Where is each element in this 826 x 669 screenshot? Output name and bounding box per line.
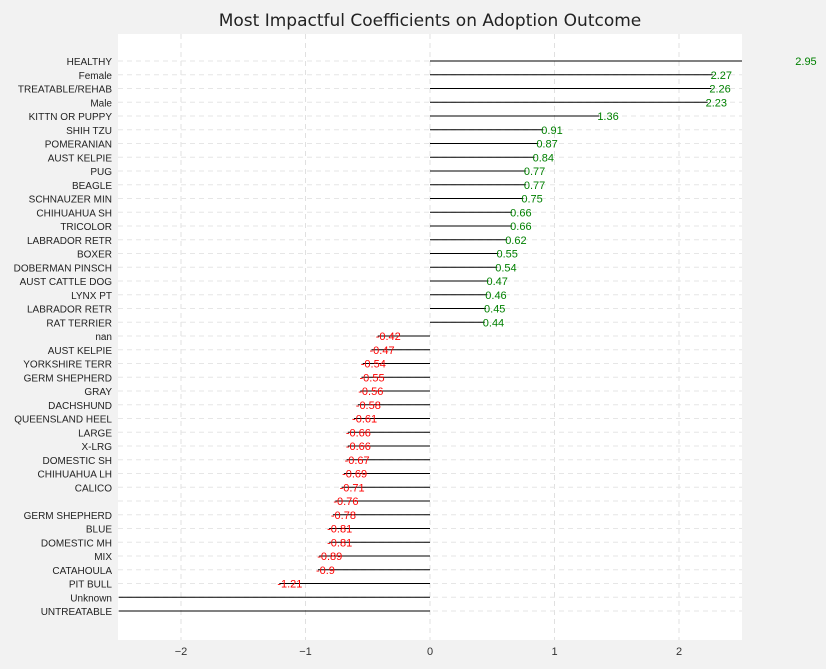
value-label: -0.78	[331, 510, 356, 522]
category-label: TREATABLE/REHAB	[18, 85, 112, 96]
value-label: 2.95	[795, 56, 816, 68]
value-label: 0.46	[485, 290, 506, 302]
value-label: -0.81	[327, 524, 352, 536]
category-label: DOMESTIC SH	[43, 456, 112, 467]
value-label: 0.66	[510, 221, 531, 233]
x-tick-label: 1	[551, 646, 557, 658]
x-tick-label: −1	[299, 646, 312, 658]
category-label: POMERANIAN	[45, 140, 112, 151]
category-label: AUST KELPIE	[48, 346, 113, 357]
category-label: BOXER	[77, 250, 112, 261]
category-label: DACHSHUND	[48, 401, 112, 412]
category-label: QUEENSLAND HEEL	[14, 415, 112, 426]
value-label: 0.77	[524, 180, 545, 192]
value-label: -0.54	[361, 359, 386, 371]
value-label: -0.66	[346, 427, 371, 439]
category-label: X-LRG	[81, 442, 112, 453]
category-label: nan	[95, 332, 112, 343]
chart-title: Most Impactful Coefficients on Adoption …	[219, 11, 642, 31]
category-label: AUST KELPIE	[48, 153, 113, 164]
category-label: LABRADOR RETR	[27, 305, 112, 316]
category-label: LARGE	[78, 428, 112, 439]
x-tick-label: −2	[175, 646, 188, 658]
category-label: HEALTHY	[67, 57, 113, 68]
category-label: Male	[90, 98, 112, 109]
category-label: CALICO	[75, 483, 112, 494]
value-label: -0.89	[317, 551, 342, 563]
category-label: DOBERMAN PINSCH	[14, 263, 112, 274]
value-label: -0.42	[376, 331, 401, 343]
value-label: 0.75	[521, 194, 542, 206]
value-label: 2.23	[706, 97, 727, 109]
category-label: YORKSHIRE TERR	[23, 360, 112, 371]
value-label: -0.67	[345, 455, 370, 467]
category-label: CATAHOULA	[52, 566, 112, 577]
category-label: GERM SHEPHERD	[24, 511, 112, 522]
value-label: -0.71	[340, 482, 365, 494]
category-labels: HEALTHY Female TREATABLE/REHAB Male KITTN OR…	[14, 57, 113, 618]
value-label: 2.26	[709, 84, 730, 96]
value-label: -1.21	[277, 579, 302, 591]
value-label: 0.66	[510, 207, 531, 219]
value-labels: 2.95 2.27 2.262.23 1.36 0.91 0.870.84 0.77 0.77…	[277, 56, 816, 591]
category-label: GRAY	[84, 387, 112, 398]
category-label: LYNX PT	[71, 291, 112, 302]
category-label: Unknown	[70, 593, 112, 604]
category-label: GERM SHEPHERD	[24, 373, 112, 384]
category-label: UNTREATABLE	[41, 607, 113, 618]
category-label: KITTN OR PUPPY	[29, 112, 113, 123]
category-label: PIT BULL	[69, 580, 113, 591]
value-label: 0.87	[536, 139, 557, 151]
category-label: CHIHUAHUA LH	[38, 470, 112, 481]
value-label: 1.36	[597, 111, 618, 123]
value-label: 0.62	[505, 235, 526, 247]
value-label: -0.81	[327, 537, 352, 549]
value-label: 0.84	[533, 152, 554, 164]
value-label: -0.61	[352, 414, 377, 426]
value-label: -0.47	[369, 345, 394, 357]
value-label: -0.76	[333, 496, 358, 508]
value-label: 0.91	[541, 125, 562, 137]
category-label: RAT TERRIER	[46, 318, 112, 329]
value-label: 0.44	[483, 317, 504, 329]
value-label: -0.56	[358, 386, 383, 398]
value-label: 0.45	[484, 304, 505, 316]
x-tick-label: 0	[427, 646, 433, 658]
value-label: -0.69	[342, 469, 367, 481]
category-label: SHIH TZU	[66, 126, 112, 137]
x-axis-ticks: −2 −1 0 1 2	[175, 646, 682, 658]
category-label: DOMESTIC MH	[41, 538, 112, 549]
value-label: 0.77	[524, 166, 545, 178]
x-tick-label: 2	[676, 646, 682, 658]
category-label: SCHNAUZER MIN	[29, 195, 112, 206]
category-label: CHIHUAHUA SH	[36, 208, 112, 219]
category-label: Female	[79, 71, 113, 82]
value-label: 0.54	[495, 262, 516, 274]
category-label: BLUE	[86, 525, 112, 536]
category-label: TRICOLOR	[60, 222, 112, 233]
value-label: -0.66	[346, 441, 371, 453]
value-label: 0.55	[496, 249, 517, 261]
category-label: LABRADOR RETR	[27, 236, 112, 247]
value-label: -0.55	[360, 372, 385, 384]
bars	[118, 60, 742, 612]
value-label: -0.9	[316, 565, 335, 577]
category-label: AUST CATTLE DOG	[20, 277, 113, 288]
category-label: PUG	[90, 167, 112, 178]
value-label: 0.47	[487, 276, 508, 288]
category-label: BEAGLE	[72, 181, 112, 192]
value-label: -0.58	[356, 400, 381, 412]
category-label: MIX	[94, 552, 112, 563]
value-label: 2.27	[711, 70, 732, 82]
